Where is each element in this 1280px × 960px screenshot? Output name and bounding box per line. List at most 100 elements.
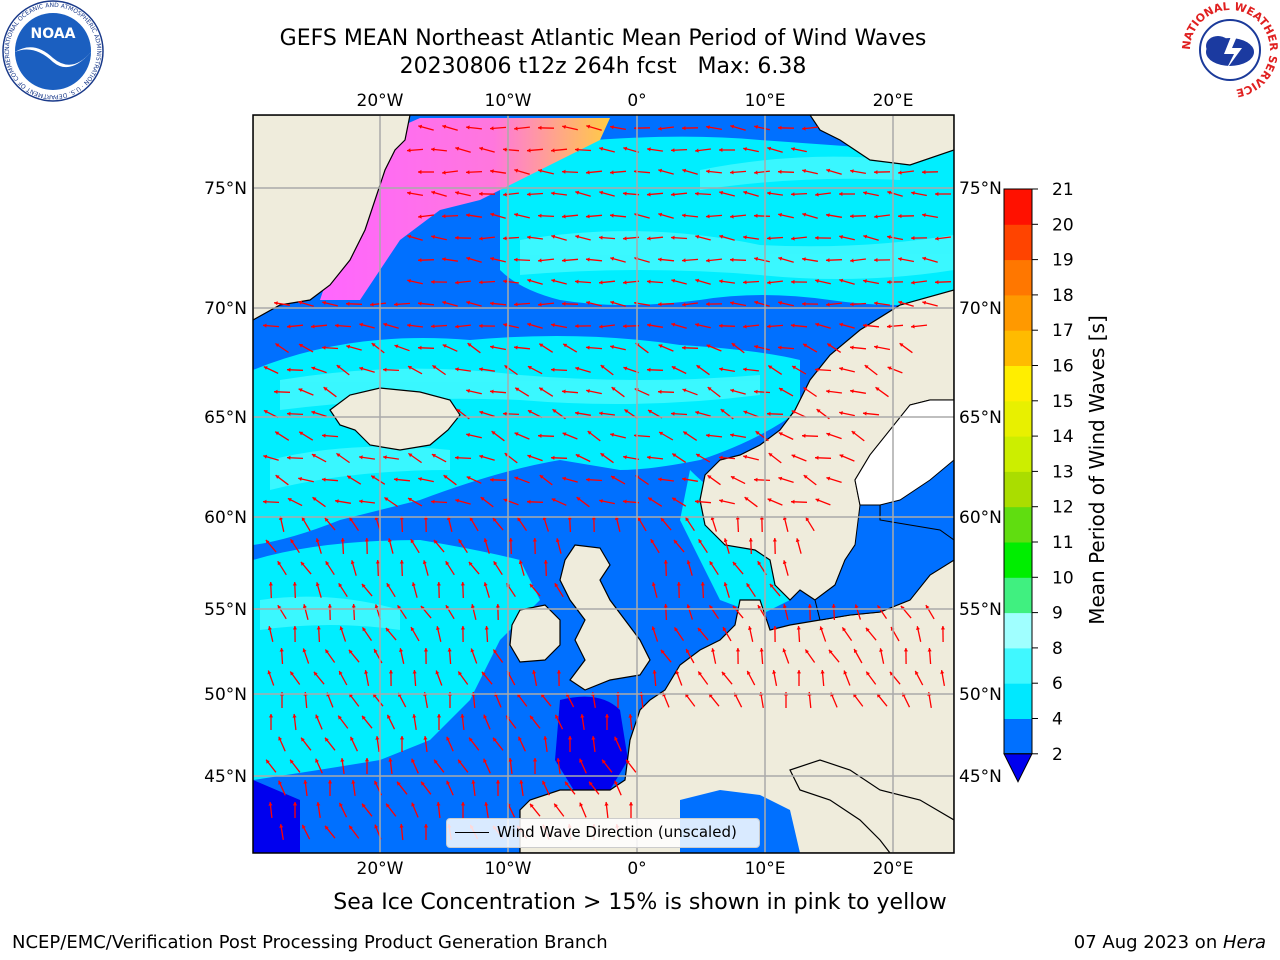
wave-direction-arrowhead xyxy=(611,476,615,480)
wave-direction-arrowhead xyxy=(575,279,579,284)
wave-direction-arrowhead xyxy=(311,366,316,371)
wave-direction-arrowhead xyxy=(302,604,307,609)
wave-direction-arrowhead xyxy=(730,476,735,480)
wave-direction-arrowhead xyxy=(290,759,294,764)
wave-direction-arrowhead xyxy=(411,758,415,763)
wave-direction-arrowhead xyxy=(575,324,579,329)
lat-tick: 45°N xyxy=(959,767,1002,787)
wave-direction-arrowhead xyxy=(782,604,787,608)
wave-direction-arrowhead xyxy=(265,539,270,544)
wave-direction-arrowhead xyxy=(604,714,610,718)
wave-direction-arrowhead xyxy=(551,234,556,239)
wave-direction-arrowhead xyxy=(479,323,483,328)
wave-direction-arrowhead xyxy=(604,802,609,806)
wave-direction-arrowhead xyxy=(863,279,867,284)
wave-direction-arrowhead xyxy=(671,322,676,327)
map-legend: Wind Wave Direction (unscaled) xyxy=(446,818,760,848)
wave-direction-arrowhead xyxy=(315,538,320,543)
lat-tick: 65°N xyxy=(204,408,247,428)
wave-direction-arrowhead xyxy=(490,212,495,217)
wave-direction-arrowhead xyxy=(599,411,603,416)
wave-direction-arrowhead xyxy=(551,367,555,372)
wave-direction-arrowhead xyxy=(626,759,630,764)
wave-direction-arrowhead xyxy=(431,147,435,152)
wave-direction-arrowhead xyxy=(663,604,668,608)
wave-direction-arrowhead xyxy=(483,758,487,763)
wave-direction-arrowhead xyxy=(940,626,945,630)
wave-direction-arrowhead xyxy=(767,191,771,196)
wave-direction-arrowhead xyxy=(431,454,436,458)
wave-direction-arrowhead xyxy=(700,582,705,586)
wave-direction-arrowhead xyxy=(399,560,404,564)
wave-direction-arrowhead xyxy=(819,626,824,631)
wave-direction-arrowhead xyxy=(383,322,388,327)
wave-direction-arrowhead xyxy=(490,256,494,261)
wind-wave-arrows xyxy=(262,124,952,841)
noaa-logo: NATIONAL OCEANIC AND ATMOSPHERIC ADMINIS… xyxy=(2,0,104,102)
wave-direction-arrowhead xyxy=(466,433,470,437)
wave-direction-arrowhead xyxy=(935,192,939,197)
wave-direction-arrowhead xyxy=(364,538,369,542)
wave-direction-arrowhead xyxy=(388,670,393,674)
wave-direction-arrowhead xyxy=(287,367,291,372)
wave-direction-arrowhead xyxy=(399,648,404,652)
wave-direction-arrowhead xyxy=(719,279,723,284)
wave-direction-arrowhead xyxy=(768,365,773,370)
land-svalbard xyxy=(809,115,954,166)
wave-direction-arrowhead xyxy=(796,626,801,630)
wave-direction-arrowhead xyxy=(460,582,465,586)
wave-direction-arrowhead xyxy=(599,280,603,285)
wave-direction-arrowhead xyxy=(466,213,470,218)
wave-direction-arrowhead xyxy=(925,605,930,610)
wave-direction-arrowhead xyxy=(374,604,379,609)
wave-direction-arrowhead xyxy=(826,258,830,263)
wave-direction-arrowhead xyxy=(747,670,751,675)
wave-direction-arrowhead xyxy=(575,366,580,371)
wave-direction-arrowhead xyxy=(743,454,748,459)
wave-direction-arrowhead xyxy=(335,323,339,328)
wave-direction-arrowhead xyxy=(707,475,712,479)
wave-direction-arrowhead xyxy=(807,604,812,608)
wave-direction-arrowhead xyxy=(709,561,714,566)
wave-direction-arrowhead xyxy=(754,389,758,394)
wave-direction-arrowhead xyxy=(682,477,686,482)
wave-direction-arrowhead xyxy=(292,714,297,718)
wave-direction-arrowhead xyxy=(735,648,740,652)
wave-direction-arrowhead xyxy=(436,626,440,630)
wave-direction-arrowhead xyxy=(418,301,422,306)
wave-direction-arrowhead xyxy=(339,671,343,675)
wave-direction-arrowhead xyxy=(361,583,366,588)
wave-direction-arrowhead xyxy=(791,454,796,459)
colorbar-tick-label: 10 xyxy=(1052,568,1074,588)
wave-direction-arrowhead xyxy=(556,670,561,674)
wave-direction-arrowhead xyxy=(623,499,627,504)
wave-direction-arrowhead xyxy=(346,344,351,349)
wave-direction-arrowhead xyxy=(879,648,884,652)
wave-direction-arrowhead xyxy=(586,389,590,394)
wave-direction-arrowhead xyxy=(302,824,306,829)
wave-direction-arrowhead xyxy=(697,627,702,632)
wave-direction-arrowhead xyxy=(555,538,560,543)
wave-direction-arrowhead xyxy=(805,517,810,522)
wave-direction-arrowhead xyxy=(515,387,520,392)
map-gridlines xyxy=(253,115,954,853)
wave-direction-arrowhead xyxy=(610,345,614,349)
wave-direction-arrowhead xyxy=(671,411,675,416)
wave-direction-arrowhead xyxy=(538,168,543,173)
wave-direction-arrowhead xyxy=(746,583,751,588)
wave-direction-arrowhead xyxy=(275,431,280,436)
wave-direction-arrowhead xyxy=(455,146,460,151)
wave-direction-arrowhead xyxy=(744,497,749,501)
wave-direction-arrowhead xyxy=(589,781,593,786)
wave-direction-arrowhead xyxy=(706,169,710,174)
wave-direction-arrowhead xyxy=(610,300,615,305)
wave-direction-arrowhead xyxy=(911,324,915,329)
lat-tick: 55°N xyxy=(204,600,247,620)
wave-direction-arrowhead xyxy=(431,279,435,284)
wave-direction-arrowhead xyxy=(471,780,476,784)
wave-direction-arrowhead xyxy=(418,214,422,219)
wave-direction-arrowhead xyxy=(514,168,519,173)
run-date-credit: 07 Aug 2023 on Hera xyxy=(1074,932,1266,953)
wave-direction-arrowhead xyxy=(757,605,762,610)
wave-direction-arrowhead xyxy=(854,649,858,653)
